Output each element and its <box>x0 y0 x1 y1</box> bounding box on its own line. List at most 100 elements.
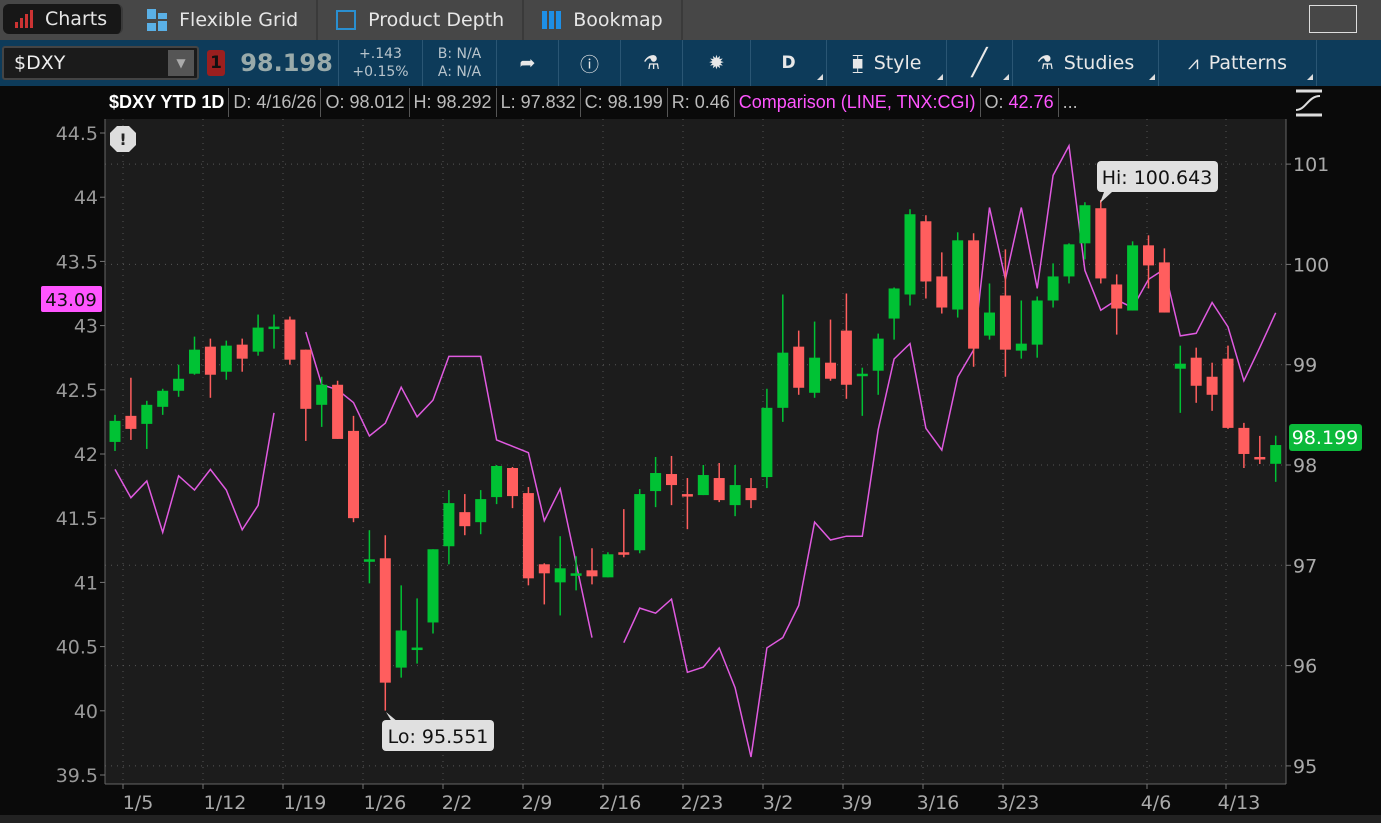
share-icon: ➦ <box>519 52 536 74</box>
candle-body <box>332 384 344 439</box>
candle-body <box>443 503 455 547</box>
period-button[interactable]: D <box>751 40 827 86</box>
candle-body <box>968 240 980 349</box>
candle-body <box>300 349 312 409</box>
last-price-value: 98.199 <box>1292 427 1358 449</box>
candle-body <box>316 384 328 405</box>
scale-settings-icon[interactable] <box>1292 88 1326 118</box>
left-tick-label: 43.5 <box>56 251 98 273</box>
candle-body <box>697 475 709 496</box>
candle <box>586 548 598 585</box>
studies-button[interactable]: ⚗ Studies <box>1013 40 1159 86</box>
candle <box>968 233 980 367</box>
tab-charts[interactable]: Charts <box>3 4 124 34</box>
right-tick-label: 99 <box>1293 355 1317 377</box>
candle <box>1031 296 1043 358</box>
candle <box>984 283 995 340</box>
x-tick-label: 2/16 <box>599 792 642 814</box>
candle <box>1206 362 1218 411</box>
style-label: Style <box>873 52 922 74</box>
patterns-button[interactable]: ⩘ Patterns <box>1159 40 1317 86</box>
candle-body <box>252 327 264 352</box>
settings-button[interactable]: ✹ <box>683 40 751 86</box>
hi-callout: Hi: 100.643 <box>1097 161 1218 203</box>
more-button[interactable]: ... <box>1062 92 1078 112</box>
tab-product-depth[interactable]: Product Depth <box>318 0 525 40</box>
candle <box>793 330 805 395</box>
candle <box>920 215 932 299</box>
x-tick-label: 3/2 <box>763 792 794 814</box>
candle <box>252 314 264 356</box>
candle-body <box>1190 357 1202 386</box>
change-percent: +0.15% <box>352 64 409 80</box>
chart-toolbar: $DXY ▼ 1 98.198 +.143 +0.15% B: N/A A: N/A … <box>0 40 1381 86</box>
candle <box>395 585 407 678</box>
candle <box>825 319 836 381</box>
candle-body <box>173 378 185 391</box>
candle-body <box>363 559 375 562</box>
patterns-label: Patterns <box>1208 52 1287 74</box>
comparison-label[interactable]: Comparison (LINE, TNX:CGI) <box>735 88 981 117</box>
candle-body <box>1174 363 1186 369</box>
tab-flexible-grid[interactable]: Flexible Grid <box>129 0 319 40</box>
left-tick-label: 41 <box>74 572 98 594</box>
tab-bookmap[interactable]: Bookmap <box>524 0 683 40</box>
candle <box>1095 199 1107 284</box>
candle <box>204 338 216 398</box>
bar-chart-icon <box>15 10 33 28</box>
svg-text:!: ! <box>119 130 126 149</box>
candle <box>363 530 375 584</box>
comparison-open: O: 42.76 <box>981 88 1059 117</box>
hi-label: Hi: 100.643 <box>1102 167 1213 189</box>
candle <box>888 287 900 340</box>
last-price: 98.198 <box>235 40 339 86</box>
tab-bar: Charts Flexible Grid Product Depth Bookm… <box>0 0 1381 40</box>
candle <box>1238 422 1250 469</box>
chevron-down-icon[interactable]: ▼ <box>168 50 194 76</box>
candle-body <box>1270 445 1282 464</box>
right-tick-label: 98 <box>1293 455 1317 477</box>
info-button[interactable]: ⓘ <box>559 40 621 86</box>
share-button[interactable]: ➦ <box>497 40 559 86</box>
candle-body <box>634 494 646 551</box>
candle-body <box>777 352 789 408</box>
candle <box>697 465 709 496</box>
layout-button[interactable] <box>1309 5 1357 33</box>
candle <box>443 490 455 565</box>
drawing-button[interactable]: ╱ <box>947 40 1013 86</box>
link-group-badge[interactable]: 1 <box>207 50 225 76</box>
style-button[interactable]: ⧯ Style <box>827 40 947 86</box>
candle-body <box>1158 262 1170 313</box>
candle <box>602 552 614 578</box>
plot-area <box>105 119 1286 784</box>
lo-label: Lo: 95.551 <box>388 726 489 748</box>
bid-value: B: N/A <box>437 46 482 62</box>
candle-body <box>872 338 884 371</box>
header-range: R: 0.46 <box>668 88 735 117</box>
candle-body <box>1238 427 1250 454</box>
flask-button[interactable]: ⚗ <box>621 40 683 86</box>
candle-body <box>904 214 916 295</box>
candle-body <box>1254 456 1266 460</box>
candle-body <box>666 474 677 486</box>
candle <box>379 535 391 711</box>
x-tick-label: 3/9 <box>842 792 873 814</box>
candle-body <box>1095 208 1107 279</box>
candle <box>284 316 296 365</box>
candle-body <box>491 466 503 498</box>
candle <box>316 376 328 427</box>
candle <box>1063 243 1075 284</box>
candle-body <box>984 312 995 336</box>
candle-body <box>570 573 582 576</box>
candle-body <box>1111 284 1123 309</box>
candle <box>650 456 662 508</box>
candle <box>411 598 423 664</box>
candle <box>554 536 566 616</box>
comparison-last-value: 43.09 <box>45 290 97 311</box>
candle <box>268 314 280 349</box>
candle <box>1047 263 1059 308</box>
symbol-input[interactable]: $DXY ▼ <box>2 46 199 80</box>
x-tick-label: 2/9 <box>522 792 553 814</box>
candle-body <box>1143 245 1154 266</box>
